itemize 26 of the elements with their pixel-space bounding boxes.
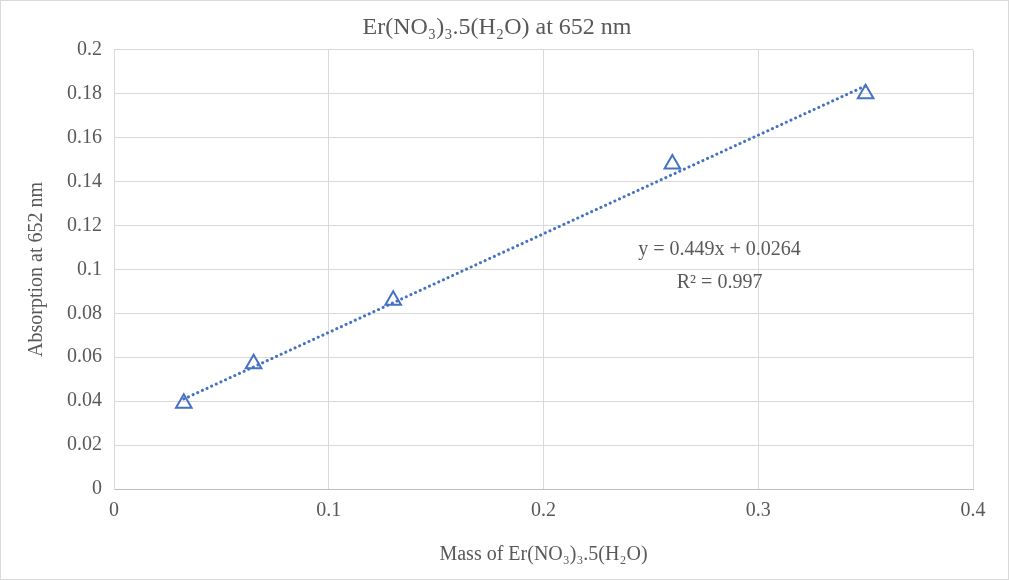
y-axis-title: Absorption at 652 nm [24, 181, 48, 357]
y-tick-label: 0.12 [67, 212, 102, 235]
y-tick-label: 0.08 [67, 300, 102, 323]
y-tick-label: 0.2 [77, 37, 102, 60]
y-tick-label: 0.02 [67, 432, 102, 455]
point [175, 393, 193, 409]
x-tick-label: 0.2 [531, 498, 556, 521]
annotation: y = 0.449x + 0.0264 [638, 236, 801, 260]
x-tick-label: 0.1 [316, 498, 342, 521]
x-axis-title: Mass of Er(NO₃)₃.5(H₂O) [439, 542, 648, 566]
annotation: R² = 0.997 [676, 269, 763, 292]
point [244, 353, 263, 370]
y-tick-label: 0.14 [67, 168, 102, 191]
x-tick-label: 0.3 [745, 498, 771, 521]
y-tick-label: 0.18 [67, 80, 102, 103]
point [384, 290, 402, 306]
y-tick-label: 0.1 [77, 256, 102, 279]
y-tick-label: 0.06 [67, 344, 102, 367]
y-tick-label: 0.16 [67, 124, 102, 147]
point [663, 153, 682, 170]
y-tick-label: 0.04 [67, 388, 102, 411]
x-tick-label: 0 [109, 498, 119, 521]
point [856, 83, 875, 100]
x-tick-label: 0.4 [960, 498, 986, 521]
chart-title: Er(NO₃)₃.5(H₂O) at 652 nm [362, 12, 632, 39]
y-tick-label: 0 [92, 476, 102, 499]
